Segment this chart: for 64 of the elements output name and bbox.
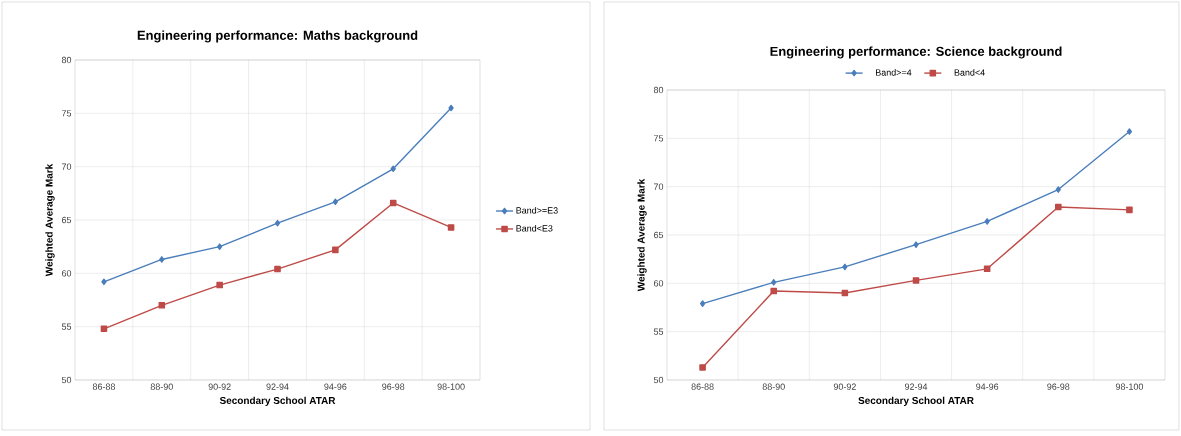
y-tick-label: 75: [61, 110, 72, 117]
x-axis-title: Secondary School ATAR: [858, 396, 974, 406]
y-tick-label: 65: [61, 216, 72, 224]
point: [101, 278, 107, 286]
chart-title: Engineering performance: Science background: [770, 46, 1062, 59]
point: [912, 277, 920, 284]
y-tick-label: 75: [653, 135, 664, 142]
point: [1055, 186, 1061, 193]
point: [158, 302, 166, 309]
chart-title: Engineering performance: Maths background: [137, 30, 418, 43]
point: [390, 165, 396, 173]
point: [770, 287, 778, 295]
x-tick-label: 86-88: [92, 383, 116, 390]
point: [447, 224, 455, 231]
legend-label: Band<E3: [516, 224, 553, 232]
x-tick-label: 96-98: [1047, 383, 1070, 390]
x-tick-label: 94-96: [324, 383, 347, 390]
point: [332, 198, 339, 206]
point: [699, 300, 706, 307]
y-tick-label: 80: [61, 56, 72, 64]
point: [913, 241, 919, 248]
point: [100, 325, 108, 333]
point: [984, 218, 990, 225]
legend-label: Band>=E3: [516, 207, 558, 214]
point: [217, 243, 223, 250]
point: [842, 263, 848, 271]
y-axis-title: Weighted Average Mark: [637, 178, 647, 292]
x-tick-label: 92-94: [266, 383, 289, 390]
point: [159, 256, 165, 263]
point: [699, 364, 706, 371]
point: [448, 104, 454, 112]
x-tick-label: 98-100: [1115, 383, 1144, 390]
y-tick-label: 50: [653, 376, 664, 384]
point: [389, 199, 397, 207]
y-tick-label: 55: [61, 323, 72, 330]
x-tick-label: 98-100: [437, 383, 465, 390]
point: [274, 219, 281, 227]
y-tick-label: 70: [653, 183, 664, 190]
x-axis-title: Secondary School ATAR: [219, 396, 336, 406]
x-tick-label: 90-92: [833, 383, 856, 390]
legend-label: Band<4: [954, 69, 985, 76]
x-tick-label: 90-92: [208, 383, 231, 390]
y-axis-title: Weighted Average Mark: [45, 163, 55, 277]
point: [1126, 128, 1133, 135]
y-tick-label: 70: [61, 163, 72, 170]
y-tick-label: 80: [653, 86, 664, 94]
point: [1055, 203, 1062, 211]
x-tick-label: 86-88: [691, 383, 714, 390]
y-tick-label: 60: [61, 270, 72, 277]
x-tick-label: 88-90: [150, 383, 173, 390]
x-tick-label: 88-90: [762, 383, 785, 390]
x-tick-label: 94-96: [976, 383, 999, 390]
point: [1126, 206, 1133, 214]
x-tick-label: 92-94: [904, 383, 928, 390]
y-tick-label: 55: [653, 328, 664, 335]
point: [274, 265, 281, 273]
x-tick-label: 96-98: [382, 383, 405, 390]
y-tick-label: 50: [61, 376, 72, 384]
y-tick-label: 65: [653, 231, 664, 239]
point: [771, 279, 777, 286]
y-tick-label: 60: [653, 280, 664, 287]
legend-label: Band>=4: [875, 69, 912, 76]
point: [332, 246, 339, 254]
point: [216, 281, 223, 289]
